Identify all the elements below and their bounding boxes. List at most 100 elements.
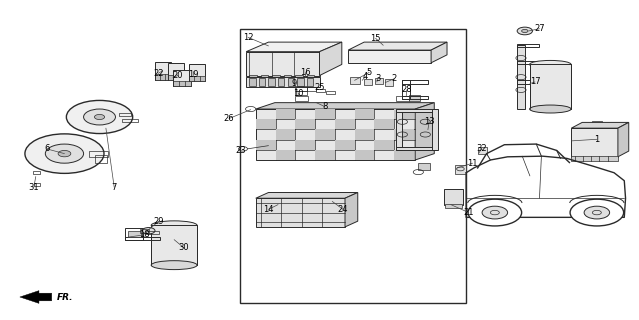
- Polygon shape: [415, 103, 435, 160]
- Bar: [394, 109, 414, 119]
- Text: 15: 15: [371, 34, 381, 43]
- Polygon shape: [348, 42, 447, 50]
- Bar: [128, 231, 141, 237]
- Text: 31: 31: [29, 183, 39, 192]
- Bar: [432, 109, 438, 150]
- Bar: [249, 75, 257, 79]
- Text: 24: 24: [338, 205, 348, 214]
- Circle shape: [482, 206, 507, 219]
- Ellipse shape: [530, 60, 571, 68]
- Text: 17: 17: [530, 77, 541, 86]
- Circle shape: [584, 206, 610, 219]
- Polygon shape: [345, 193, 358, 227]
- Bar: [295, 96, 308, 101]
- Bar: [119, 113, 132, 116]
- Bar: [316, 89, 325, 92]
- Bar: [477, 147, 487, 154]
- Bar: [259, 78, 265, 86]
- Text: 25: 25: [314, 83, 325, 92]
- Bar: [151, 225, 197, 265]
- Bar: [385, 79, 394, 86]
- Polygon shape: [618, 123, 629, 157]
- Bar: [295, 140, 315, 150]
- Bar: [295, 86, 307, 91]
- Circle shape: [521, 29, 528, 33]
- Bar: [517, 61, 539, 64]
- Bar: [246, 52, 320, 76]
- Circle shape: [468, 199, 521, 226]
- Bar: [315, 129, 335, 140]
- Text: 32: 32: [476, 144, 487, 153]
- Circle shape: [66, 100, 133, 133]
- Polygon shape: [20, 291, 52, 303]
- Text: 26: 26: [224, 114, 235, 123]
- Bar: [256, 140, 275, 150]
- Polygon shape: [256, 103, 435, 109]
- Bar: [571, 128, 618, 157]
- Bar: [295, 75, 303, 79]
- Text: 9: 9: [291, 79, 296, 88]
- Bar: [125, 237, 160, 240]
- Bar: [517, 80, 539, 84]
- Bar: [517, 44, 539, 47]
- Bar: [261, 75, 268, 79]
- Bar: [307, 87, 316, 91]
- Text: 6: 6: [44, 144, 49, 153]
- Bar: [403, 80, 428, 84]
- Text: 16: 16: [300, 68, 311, 77]
- Text: 11: 11: [467, 159, 478, 168]
- Polygon shape: [571, 123, 629, 128]
- Bar: [355, 150, 374, 160]
- Circle shape: [25, 134, 104, 173]
- Bar: [189, 76, 205, 81]
- Bar: [246, 77, 320, 87]
- Bar: [189, 64, 205, 81]
- Bar: [455, 165, 466, 174]
- Polygon shape: [431, 42, 447, 63]
- Bar: [33, 171, 40, 174]
- Polygon shape: [256, 193, 358, 198]
- Bar: [34, 183, 40, 186]
- Circle shape: [45, 144, 84, 163]
- Text: 8: 8: [322, 102, 327, 111]
- Bar: [396, 109, 438, 112]
- Bar: [355, 129, 374, 140]
- Bar: [592, 121, 602, 128]
- Bar: [295, 119, 315, 129]
- Bar: [256, 119, 275, 129]
- Bar: [517, 45, 525, 109]
- Text: 27: 27: [534, 24, 545, 33]
- Text: 13: 13: [424, 117, 435, 126]
- Text: 29: 29: [153, 217, 164, 226]
- Bar: [394, 150, 414, 160]
- Bar: [275, 109, 295, 119]
- Circle shape: [84, 109, 116, 125]
- Bar: [374, 119, 394, 129]
- Text: 3: 3: [375, 74, 380, 83]
- Bar: [355, 109, 374, 119]
- Text: 20: 20: [173, 71, 183, 80]
- Text: 5: 5: [367, 68, 372, 77]
- Bar: [409, 95, 420, 101]
- Polygon shape: [320, 42, 342, 76]
- Circle shape: [95, 115, 105, 120]
- Text: FR.: FR.: [57, 292, 73, 301]
- Bar: [396, 96, 409, 101]
- Bar: [375, 78, 383, 84]
- Bar: [335, 119, 355, 129]
- Bar: [307, 78, 313, 86]
- Text: 30: 30: [178, 243, 189, 252]
- Text: 14: 14: [263, 205, 273, 214]
- Bar: [122, 119, 138, 123]
- Circle shape: [570, 199, 624, 226]
- Polygon shape: [246, 42, 342, 52]
- Text: 10: 10: [293, 89, 304, 98]
- Bar: [140, 229, 149, 233]
- Bar: [256, 109, 415, 160]
- Bar: [268, 78, 275, 86]
- Bar: [419, 163, 430, 170]
- Ellipse shape: [530, 105, 571, 113]
- Bar: [155, 74, 171, 80]
- Text: 12: 12: [243, 33, 253, 42]
- Bar: [445, 204, 462, 208]
